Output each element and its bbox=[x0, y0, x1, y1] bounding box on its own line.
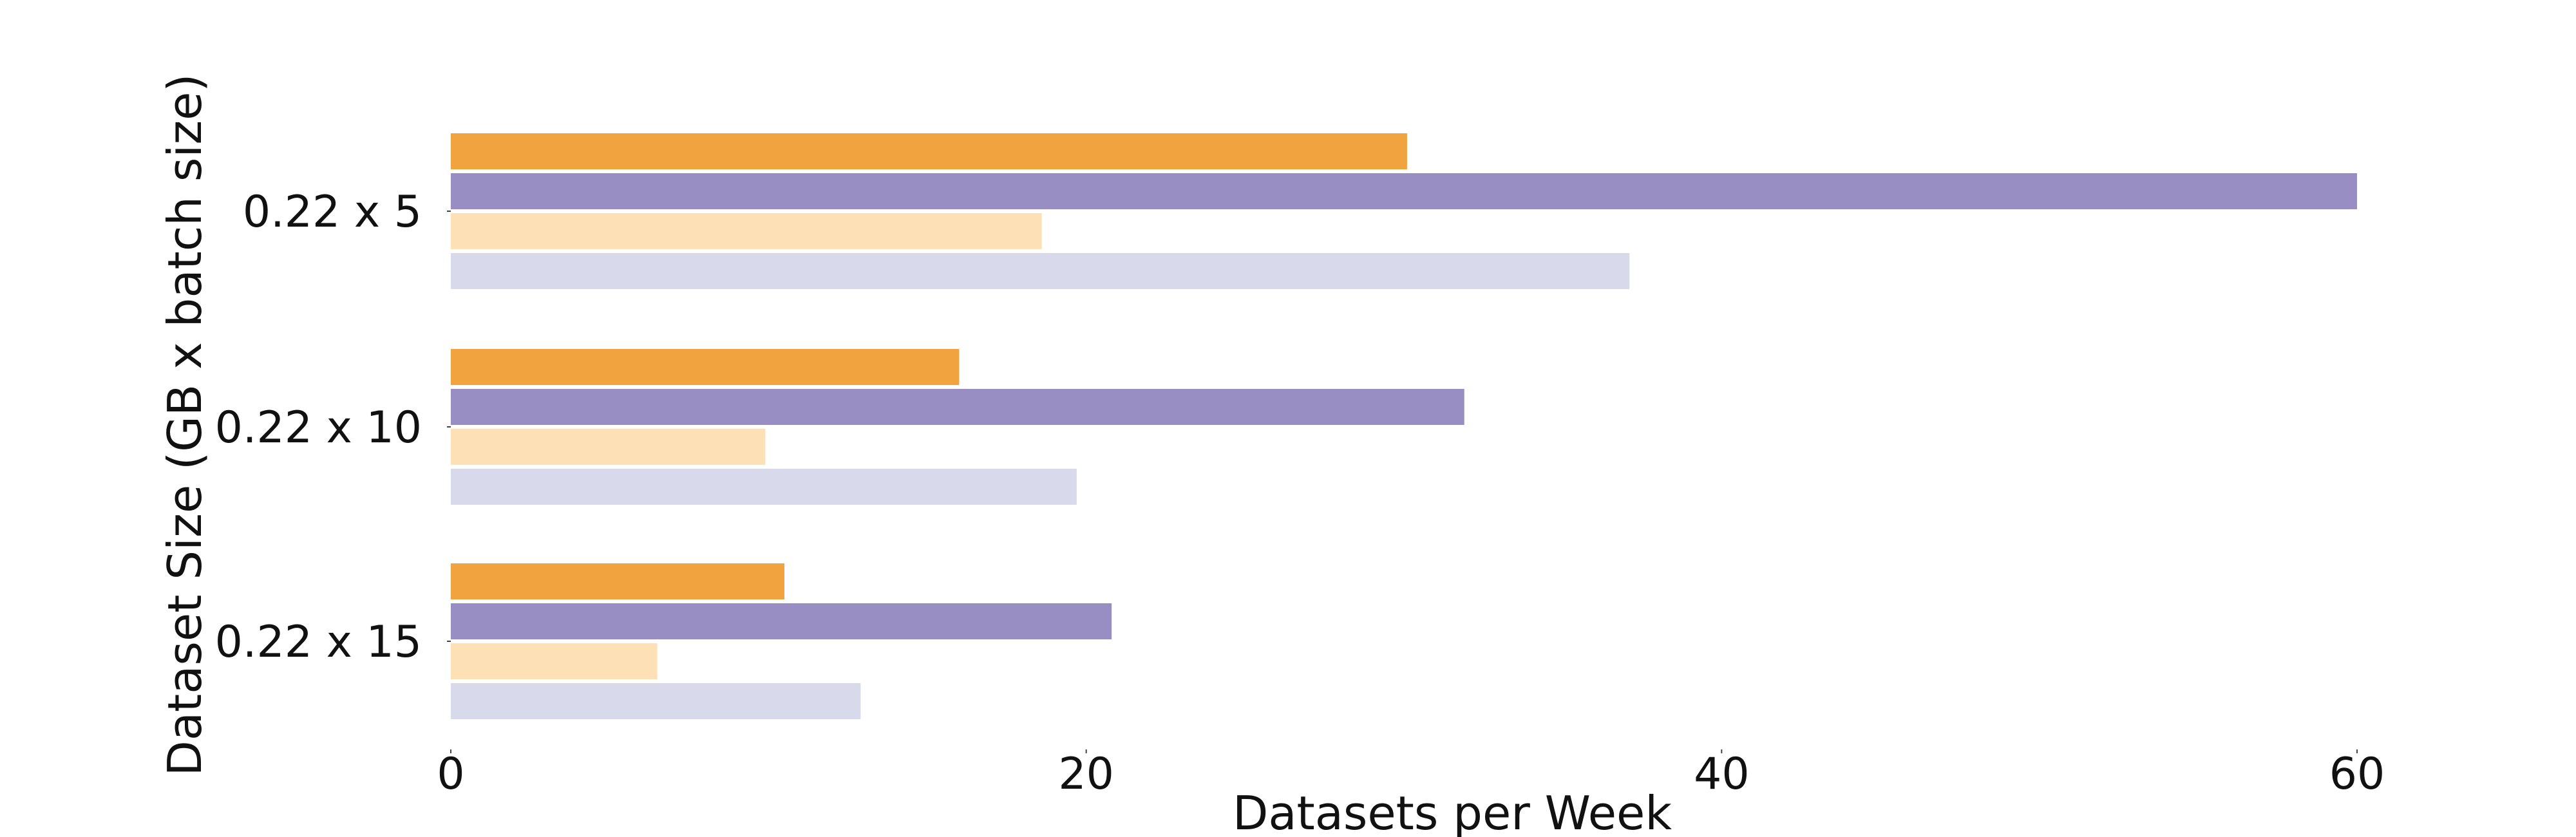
bar-2-series-1 bbox=[451, 349, 960, 385]
bar-1-series-3 bbox=[451, 213, 1042, 249]
bar-3-series-3 bbox=[451, 643, 658, 679]
bar-1-series-2 bbox=[451, 173, 2357, 209]
x-tick-label: 0 bbox=[437, 749, 464, 800]
bar-3-series-2 bbox=[451, 603, 1112, 639]
bar-3-series-4 bbox=[451, 683, 861, 719]
x-axis-label: Datasets per Week bbox=[1233, 786, 1672, 837]
bars-layer bbox=[451, 133, 2357, 719]
y-axis-label: Dataset Size (GB x batch size) bbox=[158, 73, 212, 776]
bar-3-series-1 bbox=[451, 563, 784, 599]
x-axis-ticks: 0 20 40 60 bbox=[437, 749, 2385, 800]
y-tick-label: 0.22 x 15 bbox=[215, 617, 422, 668]
bar-2-series-3 bbox=[451, 429, 766, 465]
bar-2-series-4 bbox=[451, 469, 1077, 505]
bar-1-series-1 bbox=[451, 133, 1407, 169]
y-tick-label: 0.22 x 10 bbox=[215, 402, 422, 453]
y-tick-label: 0.22 x 5 bbox=[243, 187, 422, 238]
x-tick-label: 40 bbox=[1694, 749, 1750, 800]
x-tick-label: 20 bbox=[1058, 749, 1114, 800]
x-tick-label: 60 bbox=[2329, 749, 2385, 800]
y-axis-ticks: 0.22 x 5 0.22 x 10 0.22 x 15 bbox=[215, 187, 451, 668]
bar-1-series-4 bbox=[451, 253, 1630, 289]
bar-2-series-2 bbox=[451, 389, 1464, 425]
